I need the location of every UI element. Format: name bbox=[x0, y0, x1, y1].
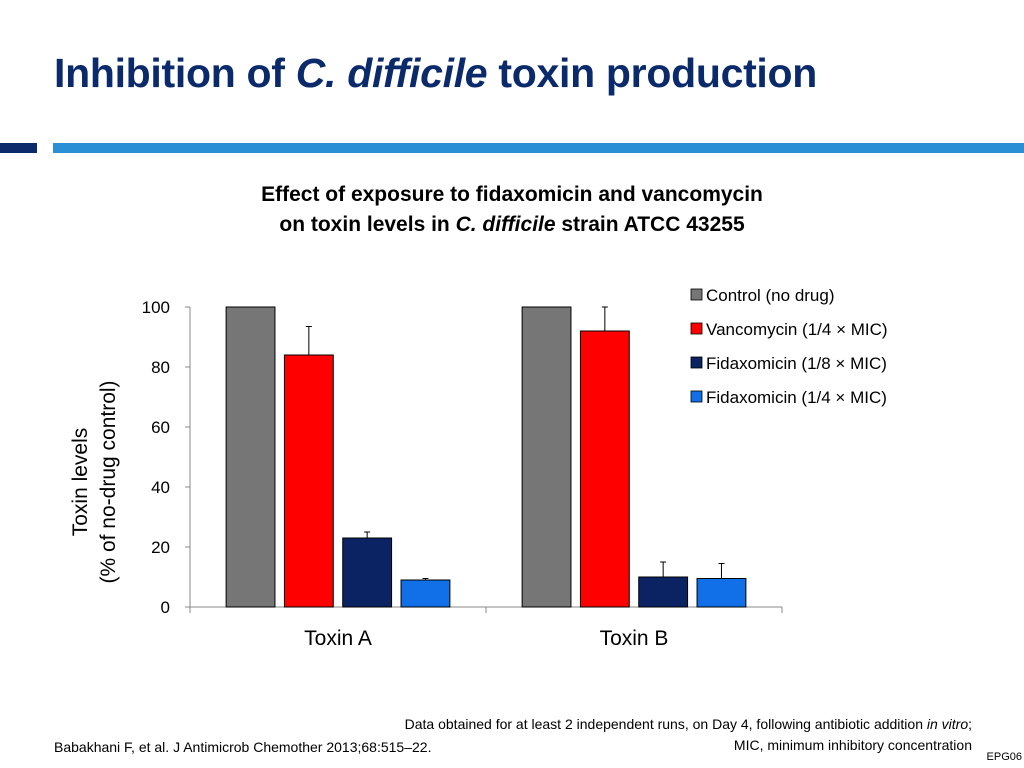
title-rule-light bbox=[53, 143, 1024, 153]
legend-label: Fidaxomicin (1/4 × MIC) bbox=[706, 388, 887, 407]
legend-swatch bbox=[690, 288, 703, 301]
citation: Babakhani F, et al. J Antimicrob Chemoth… bbox=[54, 739, 432, 755]
x-tick-label: Toxin A bbox=[304, 627, 372, 650]
legend-label: Control (no drug) bbox=[706, 286, 835, 305]
footnote-line1: Data obtained for at least 2 independent… bbox=[404, 716, 972, 732]
slide-code: EPG06 bbox=[986, 751, 1022, 763]
legend-swatch bbox=[690, 356, 703, 369]
y-tick-label: 100 bbox=[142, 298, 170, 317]
y-tick-label: 20 bbox=[151, 538, 170, 557]
footnote-line2: MIC, minimum inhibitory concentration bbox=[733, 737, 972, 753]
chart-title-line2: on toxin levels in C. difficile strain A… bbox=[279, 213, 745, 236]
bar bbox=[696, 578, 747, 608]
y-axis-label: Toxin levels (% of no-drug control) bbox=[69, 380, 120, 583]
legend-swatch bbox=[690, 390, 703, 403]
chart-title: Effect of exposure to fidaxomicin and va… bbox=[0, 180, 1024, 240]
y-tick-label: 60 bbox=[151, 418, 170, 437]
y-axis-label-line: (% of no-drug control) bbox=[97, 380, 120, 583]
y-tick-label: 80 bbox=[151, 358, 170, 377]
bar bbox=[521, 306, 572, 608]
y-tick-label: 0 bbox=[161, 598, 170, 617]
title-rule-dark bbox=[0, 143, 37, 153]
bar bbox=[638, 576, 689, 608]
x-tick-label: Toxin B bbox=[600, 627, 669, 650]
slide-title: Inhibition of C. difficile toxin product… bbox=[54, 50, 817, 96]
bar bbox=[579, 330, 630, 608]
footnote: Data obtained for at least 2 independent… bbox=[405, 714, 972, 756]
bar bbox=[342, 537, 393, 608]
y-tick-label: 40 bbox=[151, 478, 170, 497]
chart-title-line1: Effect of exposure to fidaxomicin and va… bbox=[261, 183, 763, 206]
y-axis-label-line: Toxin levels bbox=[69, 428, 92, 537]
bar bbox=[400, 579, 451, 608]
legend-label: Fidaxomicin (1/8 × MIC) bbox=[706, 354, 887, 373]
legend-label: Vancomycin (1/4 × MIC) bbox=[706, 320, 888, 339]
bar bbox=[283, 354, 334, 608]
bar bbox=[225, 306, 276, 608]
legend-swatch bbox=[690, 322, 703, 335]
